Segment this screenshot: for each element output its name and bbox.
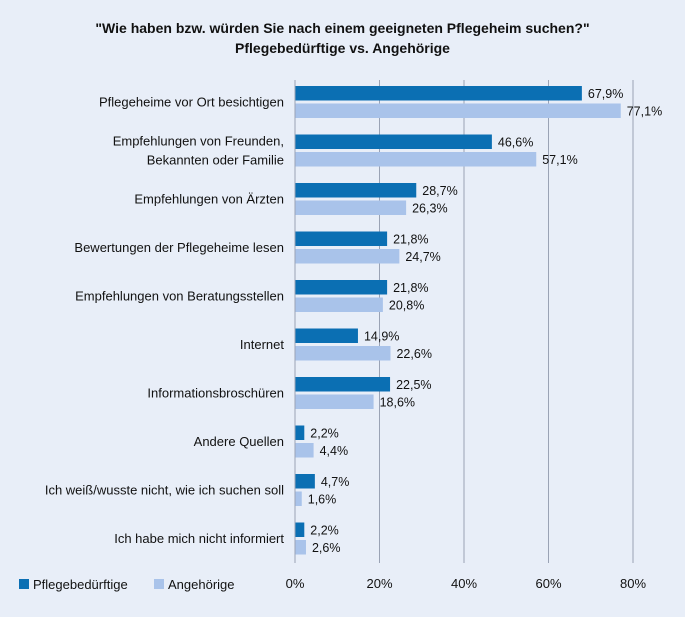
legend-swatch	[19, 579, 29, 589]
data-label: 22,6%	[396, 347, 431, 361]
bar-pflegebeduerftige	[295, 231, 388, 246]
bar-angehoerige	[295, 103, 621, 118]
x-tick-label: 80%	[620, 576, 646, 591]
chart-subtitle: Pflegebedürftige vs. Angehörige	[235, 40, 450, 56]
data-label: 21,8%	[393, 232, 428, 246]
bar-angehoerige	[295, 152, 537, 167]
chart-title-block: "Wie haben bzw. würden Sie nach einem ge…	[0, 18, 685, 58]
data-label: 21,8%	[393, 281, 428, 295]
bar-pflegebeduerftige	[295, 425, 305, 440]
category-label: Empfehlungen von Freunden,	[113, 134, 284, 149]
bar-angehoerige	[295, 249, 400, 264]
bar-pflegebeduerftige	[295, 86, 582, 101]
data-label: 14,9%	[364, 329, 399, 343]
data-label: 46,6%	[498, 135, 533, 149]
bar-pflegebeduerftige	[295, 280, 388, 295]
category-label: Pflegeheime vor Ort besichtigen	[99, 95, 284, 110]
x-tick-label: 40%	[451, 576, 477, 591]
data-label: 57,1%	[542, 153, 577, 167]
category-label: Bewertungen der Pflegeheime lesen	[74, 240, 284, 255]
category-label: Andere Quellen	[194, 434, 284, 449]
category-label: Ich habe mich nicht informiert	[114, 531, 284, 546]
data-label: 4,7%	[321, 475, 350, 489]
data-label: 2,2%	[310, 523, 339, 537]
category-label: Bekannten oder Familie	[147, 153, 284, 168]
x-tick-label: 60%	[535, 576, 561, 591]
chart-title: "Wie haben bzw. würden Sie nach einem ge…	[95, 20, 590, 36]
bar-angehoerige	[295, 443, 314, 458]
data-label: 26,3%	[412, 201, 447, 215]
bar-pflegebeduerftige	[295, 183, 417, 198]
data-label: 77,1%	[627, 104, 662, 118]
data-label: 20,8%	[389, 298, 424, 312]
bar-pflegebeduerftige	[295, 134, 492, 149]
bar-angehoerige	[295, 394, 374, 409]
data-label: 1,6%	[308, 492, 337, 506]
data-label: 22,5%	[396, 378, 431, 392]
category-label: Empfehlungen von Ärzten	[134, 192, 284, 207]
data-label: 28,7%	[422, 184, 457, 198]
legend-label: Angehörige	[168, 577, 235, 592]
category-label: Empfehlungen von Beratungsstellen	[75, 289, 284, 304]
bar-pflegebeduerftige	[295, 522, 305, 537]
legend-swatch	[154, 579, 164, 589]
data-label: 24,7%	[405, 250, 440, 264]
data-label: 2,2%	[310, 426, 339, 440]
data-label: 18,6%	[380, 395, 415, 409]
x-tick-label: 20%	[366, 576, 392, 591]
bar-pflegebeduerftige	[295, 377, 391, 392]
x-tick-label: 0%	[286, 576, 305, 591]
category-label: Internet	[240, 337, 284, 352]
bar-pflegebeduerftige	[295, 474, 315, 489]
data-label: 67,9%	[588, 87, 623, 101]
data-label: 4,4%	[320, 444, 349, 458]
bar-angehoerige	[295, 346, 391, 361]
bar-pflegebeduerftige	[295, 328, 358, 343]
bar-angehoerige	[295, 200, 407, 215]
bar-angehoerige	[295, 540, 306, 555]
bar-angehoerige	[295, 297, 383, 312]
data-label: 2,6%	[312, 541, 341, 555]
category-label: Informationsbroschüren	[147, 386, 284, 401]
legend-label: Pflegebedürftige	[33, 577, 128, 592]
bar-angehoerige	[295, 491, 302, 506]
category-label: Ich weiß/wusste nicht, wie ich suchen so…	[45, 483, 284, 498]
